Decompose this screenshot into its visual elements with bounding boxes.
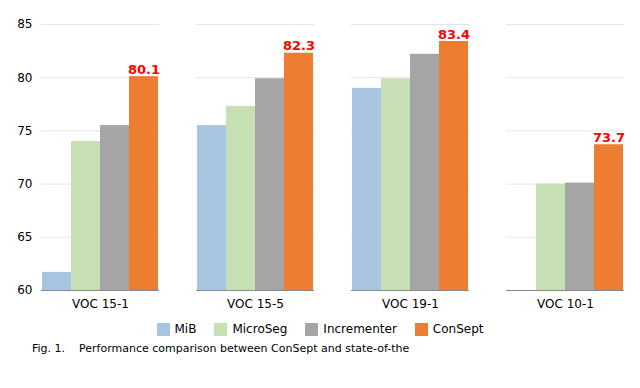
svg-text:65: 65 [17, 230, 32, 244]
svg-text:60: 60 [17, 283, 32, 297]
svg-text:75: 75 [17, 124, 32, 138]
html-text:MicroSeg: MicroSeg [232, 322, 288, 336]
svg-text:83.4: 83.4 [438, 27, 470, 42]
html-text:ConSept: ConSept [432, 322, 484, 336]
svg-text:85: 85 [17, 17, 32, 31]
html-text:Incrementer: Incrementer [323, 322, 397, 336]
svg-text:VOC 15-1: VOC 15-1 [72, 297, 129, 311]
svg-text:80.1: 80.1 [128, 62, 160, 77]
svg-text:80: 80 [17, 71, 32, 85]
html-text:Fig. 1. Performance comparison: Fig. 1. Performance comparison between C… [32, 342, 410, 355]
svg-text:82.3: 82.3 [283, 38, 315, 53]
html-text:MiB: MiB [174, 322, 197, 336]
svg-text:VOC 15-5: VOC 15-5 [227, 297, 284, 311]
svg-text:70: 70 [17, 177, 32, 191]
svg-text:VOC 10-1: VOC 10-1 [537, 297, 594, 311]
svg-text:73.7: 73.7 [593, 130, 625, 145]
svg-text:VOC 19-1: VOC 19-1 [382, 297, 439, 311]
